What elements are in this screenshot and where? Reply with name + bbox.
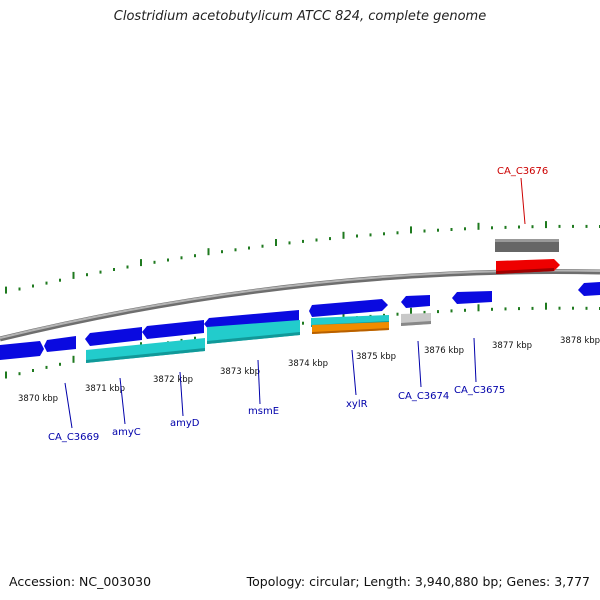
gene-label-leaders xyxy=(64,177,526,429)
gene-cyan[interactable] xyxy=(86,338,205,363)
gene-cds[interactable] xyxy=(578,282,600,296)
ruler-labels: 3870 kbp 3871 kbp 3872 kbp 3873 kbp 3874… xyxy=(18,336,600,404)
ruler-label: 3873 kbp xyxy=(220,367,260,377)
gene-label[interactable]: CA_C3674 xyxy=(398,391,449,402)
gene-label[interactable]: amyC xyxy=(112,427,141,438)
gene-labels: CA_C3669 amyC amyD msmE xylR CA_C3674 CA… xyxy=(48,166,548,443)
ruler-label: 3871 kbp xyxy=(85,384,125,394)
gene-label[interactable]: xylR xyxy=(346,399,368,410)
gene-cds[interactable] xyxy=(204,310,299,330)
gene-cds[interactable] xyxy=(0,341,44,360)
gene-gray-dark[interactable] xyxy=(495,239,559,252)
gene-cyan[interactable] xyxy=(207,320,300,344)
gene-track-rna xyxy=(86,313,431,363)
gene-cds[interactable] xyxy=(452,291,492,304)
genome-summary: Topology: circular; Length: 3,940,880 bp… xyxy=(246,574,590,589)
gene-cds[interactable] xyxy=(85,327,142,346)
genome-title: Clostridium acetobutylicum ATCC 824, com… xyxy=(113,9,487,24)
gene-label[interactable]: msmE xyxy=(248,406,279,417)
outer-tick-row xyxy=(5,221,600,294)
ruler-label: 3874 kbp xyxy=(288,359,328,369)
ruler-label: 3872 kbp xyxy=(153,375,193,385)
ruler-label: 3877 kbp xyxy=(492,341,532,351)
ruler-label: 3875 kbp xyxy=(356,352,396,362)
gene-label[interactable]: CA_C3669 xyxy=(48,432,99,443)
ruler-label: 3878 kbp xyxy=(560,336,600,346)
accession-label: Accession: NC_003030 xyxy=(9,574,152,589)
ruler-label: 3870 kbp xyxy=(18,394,58,404)
gene-cds[interactable] xyxy=(309,299,388,317)
gene-track-outer xyxy=(495,239,560,274)
gene-label[interactable]: CA_C3675 xyxy=(454,385,505,396)
ruler-label: 3876 kbp xyxy=(424,346,464,356)
gene-cds[interactable] xyxy=(401,295,430,308)
gene-cds[interactable] xyxy=(44,336,76,352)
gene-track-cds xyxy=(0,282,600,360)
gene-cds[interactable] xyxy=(142,320,204,339)
gene-label[interactable]: amyD xyxy=(170,418,200,429)
gene-label[interactable]: CA_C3676 xyxy=(497,166,548,177)
